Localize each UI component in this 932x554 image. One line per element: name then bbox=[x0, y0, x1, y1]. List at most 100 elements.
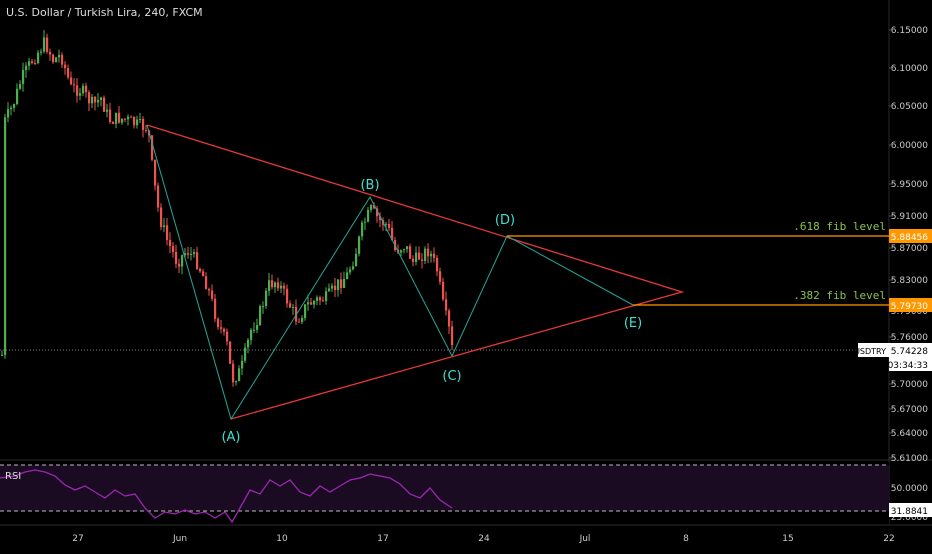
candle-body bbox=[85, 85, 88, 93]
price-tick: 5.95000 bbox=[891, 180, 928, 190]
candle-body bbox=[340, 279, 343, 288]
candle-body bbox=[196, 252, 199, 269]
wave-label-b: (B) bbox=[360, 178, 379, 193]
wave-path[interactable] bbox=[146, 124, 634, 421]
candle-body bbox=[37, 52, 40, 64]
candle-body bbox=[355, 253, 358, 267]
candle-body bbox=[232, 363, 235, 383]
candle-body bbox=[415, 252, 418, 262]
rsi-tick-50: 50.0000 bbox=[891, 484, 928, 494]
candle-body bbox=[316, 297, 319, 301]
candle-body bbox=[349, 269, 352, 273]
candle-body bbox=[319, 297, 322, 301]
candle-body bbox=[328, 288, 331, 292]
price-tick: 5.87000 bbox=[891, 244, 928, 254]
candle-body bbox=[421, 259, 424, 261]
price-tick: 6.05000 bbox=[891, 102, 928, 112]
candle-body bbox=[10, 107, 13, 110]
candle-body bbox=[385, 223, 388, 225]
candle-body bbox=[25, 65, 28, 71]
candle-body bbox=[79, 93, 82, 96]
candle-body bbox=[13, 104, 16, 108]
candle-body bbox=[427, 248, 430, 257]
rsi-value-badge bbox=[889, 503, 932, 517]
candle-body bbox=[166, 225, 169, 240]
last-price-badge bbox=[889, 343, 932, 371]
candle-body bbox=[370, 205, 373, 210]
time-tick: 17 bbox=[377, 534, 388, 544]
triangle-pattern[interactable] bbox=[146, 124, 685, 420]
time-tick: 24 bbox=[478, 534, 490, 544]
candle-body bbox=[112, 122, 115, 124]
candle-body bbox=[403, 249, 406, 251]
candle-body bbox=[160, 207, 163, 227]
candle-body bbox=[334, 285, 337, 290]
candle-body bbox=[301, 317, 304, 323]
candle-body bbox=[259, 306, 262, 325]
candle-body bbox=[1, 354, 4, 356]
candle-body bbox=[142, 118, 145, 130]
candle-body bbox=[352, 266, 355, 270]
candle-body bbox=[40, 51, 43, 53]
candle-body bbox=[280, 285, 283, 289]
price-tick: 6.10000 bbox=[891, 64, 928, 74]
candle-body bbox=[253, 329, 256, 331]
candle-body bbox=[169, 239, 172, 247]
fib-618-price: 5.88456 bbox=[891, 233, 928, 243]
price-tick: 5.64000 bbox=[891, 429, 928, 439]
time-axis[interactable]: 27 Jun 10 17 24 Jul 8 15 22 bbox=[72, 534, 894, 544]
candle-body bbox=[325, 291, 328, 302]
rsi-series bbox=[0, 469, 453, 524]
candle-body bbox=[367, 209, 370, 222]
wave-label-a: (A) bbox=[221, 430, 240, 445]
rsi-label: RSI bbox=[5, 471, 21, 482]
candle-body bbox=[202, 271, 205, 277]
candle-body bbox=[388, 223, 391, 228]
candle-body bbox=[52, 54, 55, 63]
candle-body bbox=[106, 109, 109, 112]
candle-body bbox=[283, 285, 286, 289]
symbol-badge bbox=[858, 343, 889, 357]
candle-body bbox=[313, 300, 316, 305]
candle-body bbox=[28, 61, 31, 66]
candle-body bbox=[58, 55, 61, 58]
candle-body bbox=[424, 248, 427, 261]
price-axis[interactable]: 6.15000 6.10000 6.05000 6.00000 5.95000 5.910… bbox=[889, 26, 928, 464]
symbol-badge-text: USDTRY bbox=[854, 347, 886, 356]
candle-body bbox=[442, 281, 445, 300]
price-tick: 5.91000 bbox=[891, 212, 928, 222]
candle-body bbox=[220, 327, 223, 329]
candle-body bbox=[187, 253, 190, 255]
wave-label-d: (D) bbox=[495, 213, 515, 228]
candle-body bbox=[19, 83, 22, 89]
time-tick: Jun bbox=[172, 534, 187, 544]
candle-body bbox=[178, 263, 181, 267]
candlestick-series bbox=[1, 30, 454, 387]
price-tick: 5.61000 bbox=[891, 454, 928, 464]
candle-body bbox=[262, 306, 265, 308]
wave-label-e: (E) bbox=[624, 316, 642, 331]
candle-body bbox=[298, 321, 301, 323]
candle-body bbox=[226, 331, 229, 342]
candle-body bbox=[223, 328, 226, 332]
bar-countdown: 03:34:33 bbox=[888, 361, 928, 371]
candle-body bbox=[400, 250, 403, 253]
time-tick: 15 bbox=[782, 534, 793, 544]
last-price: 5.74228 bbox=[891, 347, 928, 357]
candle-body bbox=[448, 310, 451, 327]
price-pane[interactable] bbox=[0, 0, 889, 460]
candle-body bbox=[445, 299, 448, 311]
wave-label-c: (C) bbox=[442, 369, 461, 384]
candle-body bbox=[154, 159, 157, 186]
candle-body bbox=[250, 329, 253, 340]
candle-body bbox=[247, 339, 250, 348]
candle-body bbox=[229, 341, 232, 364]
candle-body bbox=[115, 112, 118, 124]
candle-body bbox=[97, 100, 100, 103]
candle-body bbox=[205, 276, 208, 290]
candle-body bbox=[409, 246, 412, 259]
candle-body bbox=[292, 306, 295, 308]
price-tick: 5.67000 bbox=[891, 405, 928, 415]
candle-body bbox=[181, 255, 184, 267]
